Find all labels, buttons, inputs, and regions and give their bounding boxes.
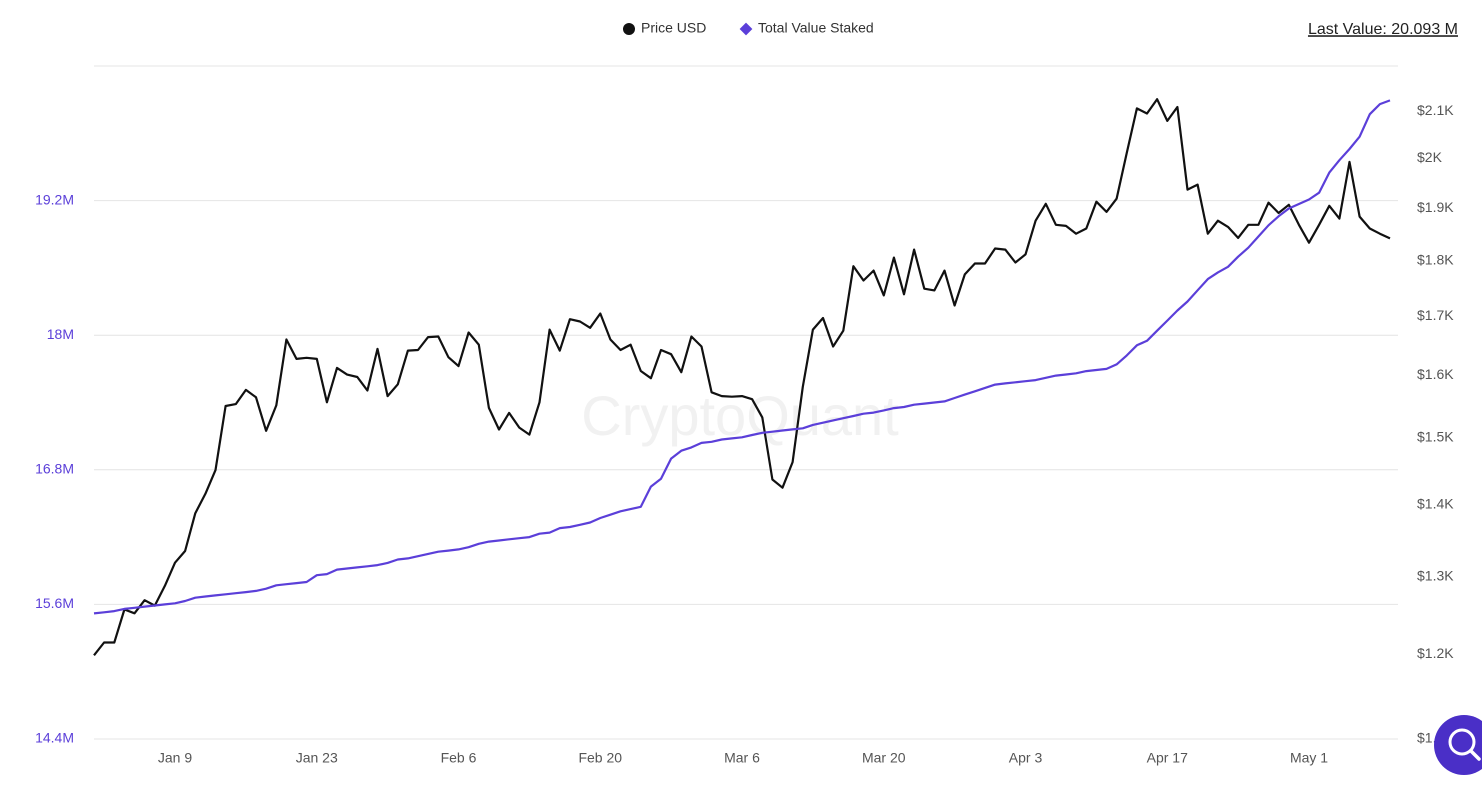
x-tick-label: Feb 6 — [441, 750, 477, 766]
search-icon — [1448, 728, 1476, 756]
search-icon-handle — [1469, 749, 1481, 761]
series-line — [93, 98, 1391, 656]
x-tick-label: Jan 23 — [296, 750, 338, 766]
x-tick-label: Apr 17 — [1147, 750, 1188, 766]
x-tick-label: May 1 — [1290, 750, 1328, 766]
y-tick-label: 18M — [47, 326, 74, 342]
y2-tick-label: $1.2K — [1417, 645, 1454, 661]
x-tick-label: Mar 20 — [862, 750, 906, 766]
x-tick-label: Feb 20 — [578, 750, 622, 766]
search-button-bg — [1434, 715, 1482, 775]
y2-tick-label: $1.7K — [1417, 307, 1454, 323]
watermark: CryptoQuant — [581, 384, 899, 447]
y2-tick-label: $2.1K — [1417, 102, 1454, 118]
legend-marker — [623, 23, 635, 35]
x-tick-label: Apr 3 — [1009, 750, 1043, 766]
last-value[interactable]: Last Value: 20.093 M — [1308, 21, 1458, 38]
x-tick-label: Mar 6 — [724, 750, 760, 766]
y2-tick-label: $1.4K — [1417, 496, 1454, 512]
x-tick-label: Jan 9 — [158, 750, 192, 766]
series-line — [93, 99, 1391, 615]
y2-tick-label: $1.3K — [1417, 568, 1454, 584]
legend-label: Total Value Staked — [758, 20, 874, 36]
y2-tick-label: $1.6K — [1417, 366, 1454, 382]
y2-tick-label: $2K — [1417, 149, 1443, 165]
y-tick-label: 19.2M — [35, 191, 74, 207]
legend-marker — [739, 22, 753, 36]
search-button[interactable] — [1434, 715, 1482, 775]
legend-label: Price USD — [641, 20, 706, 36]
y-tick-label: 14.4M — [35, 730, 74, 746]
y2-tick-label: $1.5K — [1417, 429, 1454, 445]
y-tick-label: 15.6M — [35, 595, 74, 611]
y-tick-label: 16.8M — [35, 461, 74, 477]
y2-tick-label: $1.8K — [1417, 252, 1454, 268]
y2-tick-label: $1.9K — [1417, 199, 1454, 215]
